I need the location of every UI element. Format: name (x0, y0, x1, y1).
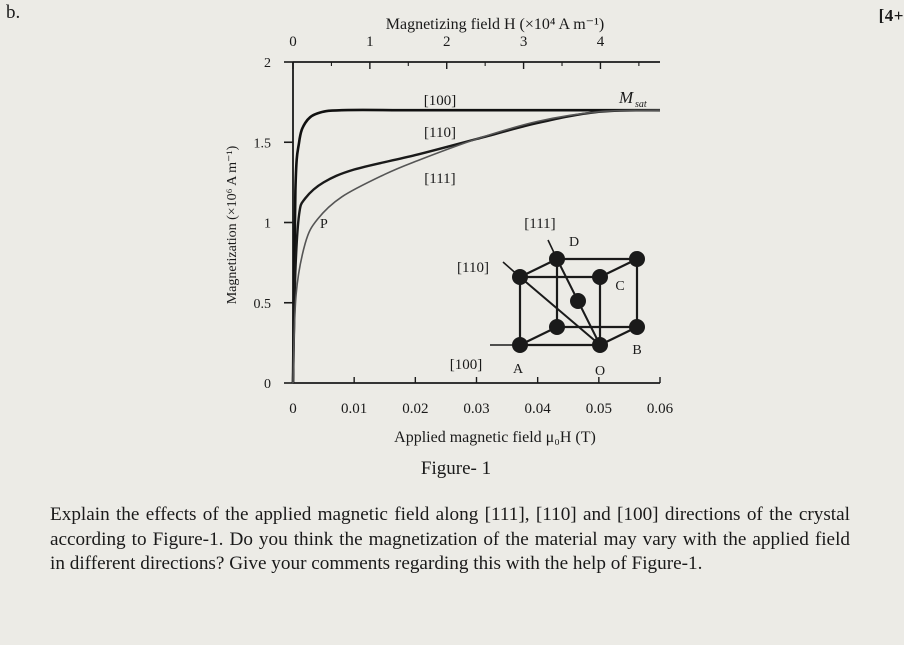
y-tick-label: 0.5 (254, 297, 272, 312)
curve-label-100: [100] (424, 93, 457, 109)
inset-label-111: [111] (524, 216, 555, 232)
inset-label-110: [110] (457, 260, 489, 276)
inset-label-100: [100] (450, 357, 483, 373)
x-tick-label: 0.01 (341, 401, 367, 417)
atom-O (592, 337, 608, 353)
corner-label-B: B (632, 343, 641, 358)
point-p-label: P (320, 217, 328, 232)
chart-curves (291, 108, 661, 384)
figure-caption: Figure- 1 (420, 458, 492, 479)
question-label: b. (6, 2, 21, 23)
left-axis-title: Magnetization (×10⁶ A m⁻¹) (225, 145, 240, 304)
series-line-1 (291, 108, 660, 384)
y-tick-label: 1 (264, 217, 271, 232)
y-tick-label: 2 (264, 56, 271, 71)
x-tick-label: 0.02 (402, 401, 428, 417)
corner-label-C: C (615, 279, 624, 294)
face-diagonal-110 (519, 276, 601, 346)
atom-C (592, 269, 608, 285)
magnetization-figure: Magnetizing field H (×10⁴ A m⁻¹) Applied… (225, 16, 674, 446)
x-tick-label: 0 (289, 401, 297, 417)
corner-label-A: A (513, 362, 524, 377)
x-tick-label: 0.05 (586, 401, 612, 417)
y-tick-label: 0 (264, 377, 271, 392)
question-text: Explain the effects of the applied magne… (50, 504, 850, 574)
atom-back-bottom (549, 319, 565, 335)
msat-subscript: sat (635, 99, 647, 110)
atom-A (512, 337, 528, 353)
x2-tick-label: 1 (366, 34, 374, 50)
atom-B (629, 319, 645, 335)
x2-tick-label: 0 (289, 34, 297, 50)
crystal-cube-inset: [111] [110] [100] D C B A O (450, 216, 645, 379)
corner-label-D: D (569, 235, 579, 250)
x2-tick-label: 2 (443, 34, 451, 50)
chart-ticks: 0 0.01 0.02 0.03 0.04 0.05 0.06 0 1 2 3 4 0 0.5 1 1.5 2 (254, 34, 674, 417)
x2-tick-label: 3 (520, 34, 528, 50)
curve-label-111: [111] (424, 171, 455, 187)
x-tick-label: 0.04 (525, 401, 552, 417)
atom-D (549, 251, 565, 267)
top-axis-title: Magnetizing field H (×10⁴ A m⁻¹) (386, 16, 604, 33)
marks-label: [4+ (878, 6, 904, 25)
bottom-axis-title: Applied magnetic field μ₀H (T) (394, 429, 596, 446)
series-line-2 (291, 109, 661, 384)
y-tick-label: 1.5 (254, 136, 272, 151)
x-tick-label: 0.06 (647, 401, 674, 417)
series-line-3 (292, 109, 661, 384)
atom-front-top (512, 269, 528, 285)
corner-label-O: O (595, 364, 605, 379)
x2-tick-label: 4 (597, 34, 605, 50)
atom-back-top (629, 251, 645, 267)
x-tick-label: 0.03 (463, 401, 489, 417)
atom-body-center (570, 293, 586, 309)
curve-label-110: [110] (424, 125, 456, 141)
msat-label: M (618, 88, 634, 107)
